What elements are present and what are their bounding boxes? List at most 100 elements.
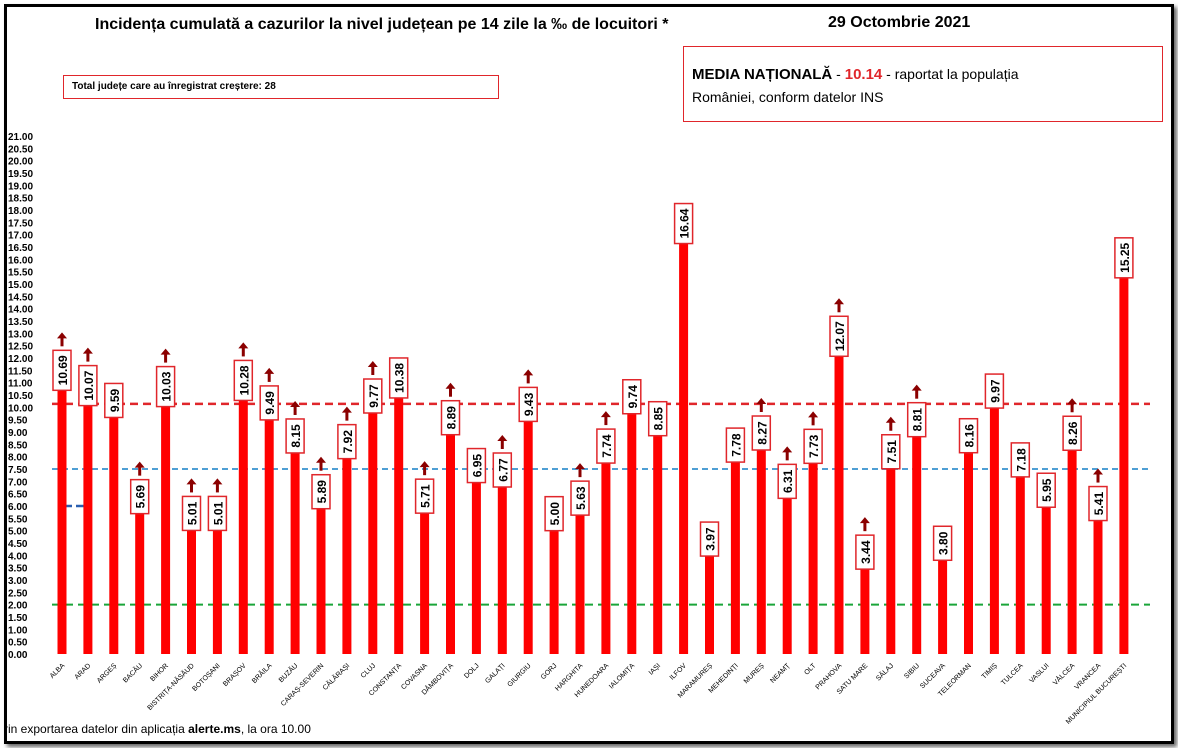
y-tick-label: 4.00	[8, 551, 28, 562]
y-tick-label: 2.50	[8, 588, 28, 599]
national-average-box: MEDIA NAȚIONALĂ - 10.14 - raportat la po…	[683, 46, 1163, 122]
value-label-box	[647, 400, 668, 437]
national-average-sep2: - raportat la populația	[882, 66, 1019, 82]
growth-count-text: Total județe care au înregistrat creșter…	[72, 81, 276, 92]
value-label: 8.27	[751, 415, 772, 451]
value-label-box	[958, 417, 979, 454]
value-label: 5.69	[129, 478, 150, 515]
value-label-text: 6.95	[470, 454, 484, 478]
footnote-app: alerte.ms	[188, 722, 241, 736]
x-tick-label: BUZĂU	[276, 661, 299, 684]
value-label-text: 7.73	[807, 434, 821, 458]
bar-bra-ov	[238, 400, 248, 654]
x-tick-label: SĂLAJ	[874, 661, 896, 683]
increase-arrow-head	[419, 461, 430, 468]
x-tick-label: BOTOȘANI	[191, 662, 221, 692]
y-tick-label: 0.00	[8, 650, 28, 661]
bar-arge-	[109, 417, 119, 654]
value-label-box	[855, 534, 875, 570]
national-average-sep1: -	[832, 66, 845, 82]
increase-arrow-head	[756, 398, 767, 405]
value-label-box	[1036, 472, 1056, 508]
value-label-box	[881, 434, 901, 470]
value-label-text: 8.81	[911, 408, 925, 432]
value-labels: 10.69 10.07 9.59 5.69 10.03 5.01 5.01 10.28 9.49…	[52, 202, 1134, 570]
value-label: 9.77	[363, 378, 383, 414]
y-tick-label: 10.50	[8, 391, 33, 402]
increase-arrow-head	[264, 367, 275, 374]
x-tick-label: GIURGIU	[506, 662, 532, 688]
value-label-text: 8.26	[1066, 421, 1080, 445]
bar-municipiul-bucure-ti	[1119, 277, 1129, 654]
value-label: 3.44	[855, 534, 875, 570]
x-tick-label: IAȘI	[648, 662, 662, 676]
y-tick-label: 17.50	[8, 218, 33, 229]
national-average-line2: României, conform datelor INS	[692, 89, 884, 105]
increase-arrow-head	[316, 456, 326, 463]
value-label-box	[1088, 485, 1108, 522]
value-label-text: 9.49	[263, 391, 277, 415]
value-label-text: 10.69	[56, 355, 70, 385]
x-tick-label: SIBIU	[903, 662, 921, 680]
y-tick-label: 16.50	[8, 243, 33, 254]
bars	[57, 243, 1129, 654]
bar-ia-i	[653, 435, 663, 654]
national-average-value: 10.14	[844, 66, 883, 83]
increase-arrow-head	[238, 342, 249, 349]
x-tick-label: ARAD	[74, 662, 93, 681]
value-label: 5.89	[311, 473, 331, 510]
value-label-text: 5.00	[548, 502, 562, 526]
y-tick-label: 7.50	[8, 465, 28, 476]
bar-dolj	[471, 482, 481, 654]
x-tick-label: NEAMȚ	[769, 662, 792, 685]
value-label: 12.07	[829, 315, 849, 358]
bar-gorj	[549, 530, 559, 654]
value-label-box	[311, 473, 331, 510]
value-label-box	[596, 428, 616, 464]
footnote-prefix: rin exportarea datelor din aplicația	[4, 722, 189, 736]
bar-bihor	[161, 406, 171, 654]
value-label-text: 8.85	[652, 407, 666, 431]
value-label: 10.38	[388, 357, 409, 399]
bar-hunedoara	[601, 463, 611, 654]
y-tick-label: 2.00	[8, 601, 28, 612]
increase-arrow-head	[341, 406, 352, 413]
y-tick-label: 13.00	[8, 329, 33, 340]
bar-bistri-a-n-s-ud	[187, 530, 196, 654]
y-tick-label: 14.50	[8, 292, 33, 303]
value-label: 10.03	[155, 365, 176, 408]
value-label-text: 8.89	[445, 406, 459, 430]
report-date: 29 Octombrie 2021	[828, 14, 971, 31]
increase-arrow-head	[911, 384, 922, 391]
y-tick-label: 17.00	[8, 231, 33, 242]
y-tick-label: 9.50	[8, 416, 28, 427]
value-label: 8.15	[285, 418, 305, 454]
increase-arrow-head	[367, 361, 378, 368]
bar-neam-	[782, 498, 792, 654]
value-label-box	[337, 423, 357, 460]
bar-s-laj	[886, 468, 896, 654]
value-label-text: 15.25	[1118, 242, 1132, 272]
x-tick-label: GORJ	[540, 662, 559, 681]
value-label-text: 7.51	[885, 440, 899, 464]
value-label-text: 5.95	[1040, 478, 1054, 502]
y-tick-label: 15.50	[8, 268, 33, 279]
value-label: 7.73	[803, 428, 823, 465]
value-label: 5.00	[544, 495, 564, 532]
value-label-text: 7.78	[729, 433, 743, 457]
chart-title: Incidența cumulată a cazurilor la nivel …	[95, 16, 669, 33]
y-tick-label: 12.50	[8, 342, 33, 353]
y-tick-label: 5.50	[8, 514, 28, 525]
value-label-text: 3.44	[859, 540, 873, 564]
y-tick-label: 5.00	[8, 527, 28, 538]
increase-arrow-head	[834, 298, 844, 305]
y-tick-label: 12.00	[8, 354, 33, 365]
bar-ialomi-a	[627, 413, 637, 654]
increase-arrow-head	[782, 446, 793, 453]
value-label-box	[673, 202, 694, 245]
bar-sibiu	[912, 436, 922, 654]
value-label: 10.07	[78, 364, 98, 407]
value-label-box	[829, 315, 849, 358]
growth-count-box: Total județe care au înregistrat creșter…	[63, 75, 499, 99]
y-tick-label: 4.50	[8, 539, 28, 550]
